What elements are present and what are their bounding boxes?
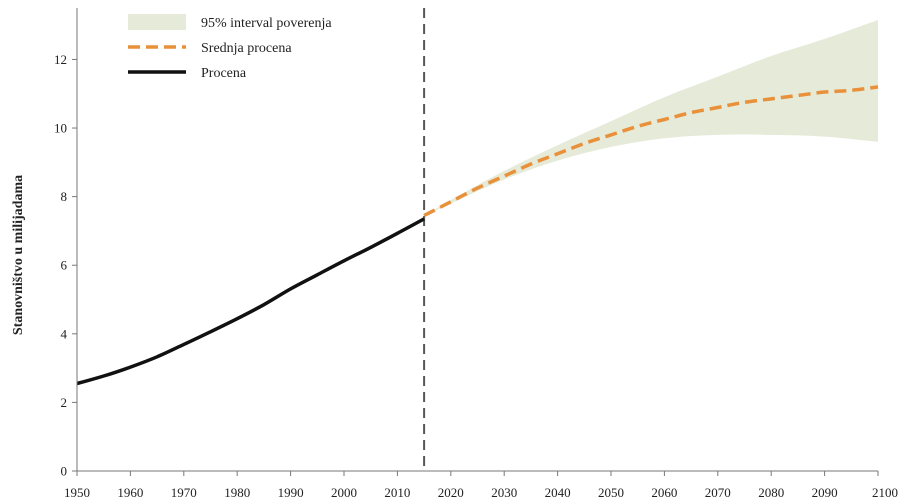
x-tick-label: 1980 xyxy=(224,485,250,500)
y-tick-label: 2 xyxy=(61,395,68,410)
legend-label: Procena xyxy=(201,66,247,81)
legend-label: Srednja procena xyxy=(201,41,292,56)
x-tick-label: 2010 xyxy=(384,485,410,500)
x-tick-label: 1960 xyxy=(117,485,143,500)
y-tick-label: 8 xyxy=(61,189,68,204)
x-tick-label: 2020 xyxy=(438,485,464,500)
x-tick-label: 1950 xyxy=(64,485,90,500)
y-tick-label: 6 xyxy=(61,258,68,273)
series-line-median-projection xyxy=(423,85,879,218)
y-ticks: 0 2 4 6 8 10 12 xyxy=(54,52,77,479)
confidence-band xyxy=(424,20,878,216)
y-tick-label: 12 xyxy=(54,52,67,67)
x-tick-label: 2080 xyxy=(758,485,784,500)
y-tick-label: 0 xyxy=(61,464,68,479)
x-tick-label: 1970 xyxy=(171,485,197,500)
legend-swatch-confidence-band xyxy=(128,14,186,30)
y-tick-label: 4 xyxy=(61,326,68,341)
x-tick-label: 2000 xyxy=(331,485,357,500)
confidence-band-layer xyxy=(424,20,878,216)
legend: 95% interval poverenja Srednja procena Pro… xyxy=(128,14,332,81)
x-tick-label: 2060 xyxy=(651,485,677,500)
x-ticks: 1950 1960 1970 1980 1990 2000 2010 2020 2030 2040… xyxy=(64,471,898,500)
axes xyxy=(76,8,878,472)
x-tick-label: 2100 xyxy=(872,485,898,500)
legend-label: 95% interval poverenja xyxy=(201,16,332,31)
x-tick-label: 1990 xyxy=(278,485,304,500)
x-tick-label: 2090 xyxy=(812,485,838,500)
x-tick-label: 2030 xyxy=(491,485,517,500)
x-tick-label: 2050 xyxy=(598,485,624,500)
series-layer xyxy=(76,85,879,386)
y-tick-label: 10 xyxy=(54,121,67,136)
y-axis-title: Stanovništvo u milijadama xyxy=(11,175,26,335)
x-tick-label: 2070 xyxy=(705,485,731,500)
series-line-estimate xyxy=(76,217,425,386)
x-tick-label: 2040 xyxy=(545,485,571,500)
